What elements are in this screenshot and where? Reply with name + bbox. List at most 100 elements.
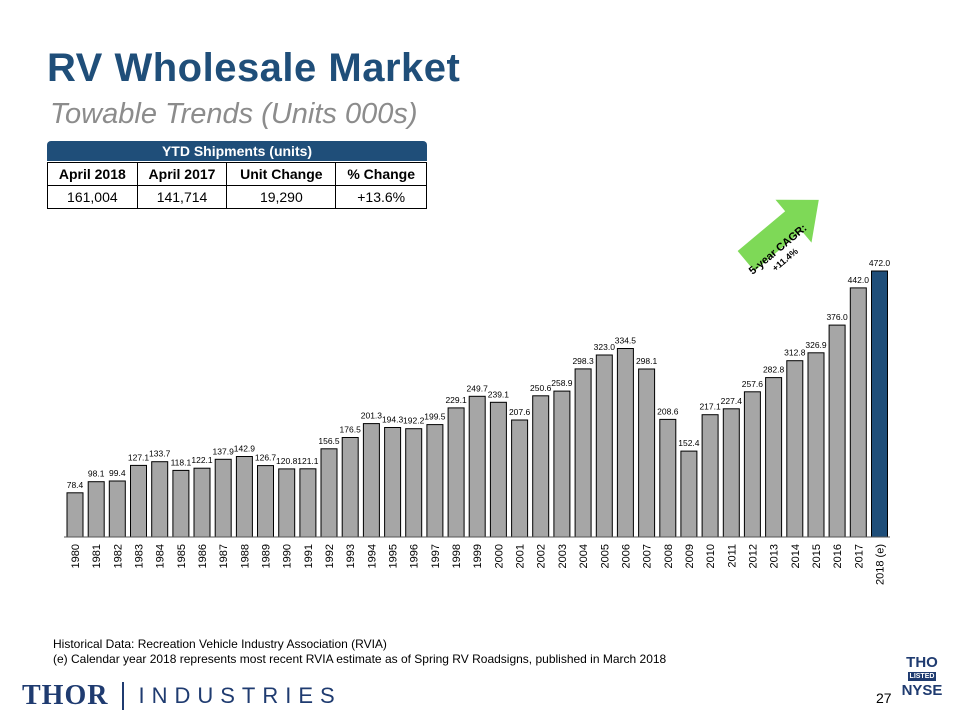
bar-2003 bbox=[553, 390, 571, 538]
x-tick-label: 2004 bbox=[578, 544, 590, 568]
x-tick-label: 1994 bbox=[366, 544, 378, 568]
bar-2017 bbox=[849, 287, 867, 538]
data-label: 192.2 bbox=[403, 416, 425, 426]
x-tick-label: 1991 bbox=[303, 544, 315, 568]
x-tick-label: 1995 bbox=[388, 544, 400, 568]
data-label: 78.4 bbox=[67, 480, 84, 490]
bar-2004 bbox=[574, 368, 592, 538]
page-title: RV Wholesale Market bbox=[47, 46, 461, 90]
x-tick-label: 1988 bbox=[239, 544, 251, 568]
bar-2005 bbox=[595, 354, 613, 538]
ticker-symbol: THO bbox=[906, 654, 938, 671]
data-label: 298.1 bbox=[636, 356, 658, 366]
company-logo: THOR INDUSTRIES bbox=[22, 680, 342, 711]
bar-2018e bbox=[871, 270, 888, 538]
data-label: 376.0 bbox=[826, 312, 848, 322]
x-tick-label: 1980 bbox=[70, 544, 82, 568]
data-label: 472.0 bbox=[869, 258, 891, 268]
data-label: 127.1 bbox=[128, 452, 150, 462]
data-label: 98.1 bbox=[88, 469, 105, 479]
bar-1985 bbox=[172, 469, 190, 538]
logo-thor-text: THOR bbox=[22, 680, 109, 711]
x-tick-label: 2003 bbox=[557, 544, 569, 568]
x-tick-label: 1989 bbox=[261, 544, 273, 568]
bar-1983 bbox=[130, 464, 147, 538]
x-tick-label: 2015 bbox=[811, 544, 823, 568]
bar-1982 bbox=[108, 480, 126, 538]
bar-1996 bbox=[405, 428, 423, 538]
data-label: 118.1 bbox=[171, 457, 192, 467]
data-label: 126.7 bbox=[255, 453, 277, 463]
x-tick-label: 1992 bbox=[324, 544, 336, 568]
data-label: 152.4 bbox=[678, 438, 700, 448]
bar-1981 bbox=[87, 481, 105, 538]
bar-2012 bbox=[743, 391, 761, 538]
x-tick-label: 2016 bbox=[832, 544, 844, 568]
data-label: 199.5 bbox=[424, 412, 446, 422]
data-label: 326.9 bbox=[805, 340, 827, 350]
bar-1992 bbox=[320, 448, 338, 538]
logo-industries-text: INDUSTRIES bbox=[138, 683, 342, 708]
data-label: 194.3 bbox=[382, 415, 404, 425]
x-tick-label: 2007 bbox=[642, 544, 654, 568]
footnote-line-2: (e) Calendar year 2018 represents most r… bbox=[53, 652, 667, 666]
data-label: 176.5 bbox=[340, 425, 362, 435]
bar-1987 bbox=[214, 458, 232, 538]
x-tick-label: 1985 bbox=[176, 544, 188, 568]
x-tick-label: 2000 bbox=[493, 544, 505, 568]
data-label: 137.9 bbox=[213, 446, 235, 456]
bar-2009 bbox=[680, 450, 698, 538]
x-tick-label: 2005 bbox=[599, 544, 611, 568]
bar-series: 78.4 1980 98.1 1981 99.4 1982 127.1 1983 133.7 19… bbox=[66, 258, 891, 585]
data-label: 121.1 bbox=[297, 456, 319, 466]
x-tick-label: 1999 bbox=[472, 544, 484, 568]
data-label: 133.7 bbox=[149, 449, 171, 459]
x-tick-label: 2006 bbox=[620, 544, 632, 568]
data-label: 250.6 bbox=[530, 383, 552, 393]
x-tick-label: 1983 bbox=[134, 544, 146, 568]
data-label: 442.0 bbox=[848, 275, 870, 285]
x-tick-label: 1996 bbox=[409, 544, 421, 568]
x-tick-label: 2002 bbox=[536, 544, 548, 568]
x-tick-label: 2011 bbox=[726, 544, 738, 568]
page-number: 27 bbox=[876, 690, 892, 706]
page-subtitle: Towable Trends (Units 000s) bbox=[50, 98, 418, 130]
bar-2016 bbox=[828, 324, 846, 538]
bar-1989 bbox=[257, 465, 274, 538]
x-tick-label: 2008 bbox=[663, 544, 675, 568]
footnote: Historical Data: Recreation Vehicle Indu… bbox=[53, 637, 666, 667]
footnote-line-1: Historical Data: Recreation Vehicle Indu… bbox=[53, 637, 387, 651]
table-row: 161,004 141,714 19,290 +13.6% bbox=[47, 185, 427, 209]
x-tick-label: 2010 bbox=[705, 544, 717, 568]
data-label: 258.9 bbox=[551, 378, 573, 388]
bar-2011 bbox=[722, 408, 740, 538]
listed-label: LISTED bbox=[908, 672, 936, 681]
x-tick-label: 2001 bbox=[515, 544, 527, 568]
bar-1988 bbox=[235, 456, 253, 538]
bar-2008 bbox=[659, 418, 677, 538]
logo-divider bbox=[122, 682, 125, 710]
data-label: 298.3 bbox=[572, 356, 594, 366]
data-label: 156.5 bbox=[318, 436, 340, 446]
x-tick-label: 2012 bbox=[747, 544, 759, 568]
data-label: 282.8 bbox=[763, 365, 785, 375]
bar-1995 bbox=[384, 427, 402, 538]
bar-1999 bbox=[468, 395, 486, 538]
x-tick-label: 1984 bbox=[155, 544, 167, 568]
x-tick-label: 1990 bbox=[282, 544, 294, 568]
cagr-arrow: 5-year CAGR: +11.4% bbox=[737, 199, 819, 277]
x-tick-label: 1998 bbox=[451, 544, 463, 568]
cagr-arrow-shape bbox=[737, 199, 819, 271]
data-label: 229.1 bbox=[445, 395, 467, 405]
data-label: 122.1 bbox=[191, 455, 213, 465]
bar-2000 bbox=[489, 401, 507, 538]
ytd-cell: +13.6% bbox=[335, 185, 427, 209]
ytd-cell: 19,290 bbox=[226, 185, 337, 209]
bar-1984 bbox=[151, 461, 169, 538]
ytd-cell: 161,004 bbox=[47, 185, 138, 209]
data-label: 257.6 bbox=[742, 379, 764, 389]
bar-1998 bbox=[447, 407, 465, 538]
bar-1997 bbox=[426, 424, 444, 538]
bar-1986 bbox=[193, 467, 211, 538]
ytd-shipments-table: YTD Shipments (units) April 2018 April 2… bbox=[47, 141, 427, 209]
